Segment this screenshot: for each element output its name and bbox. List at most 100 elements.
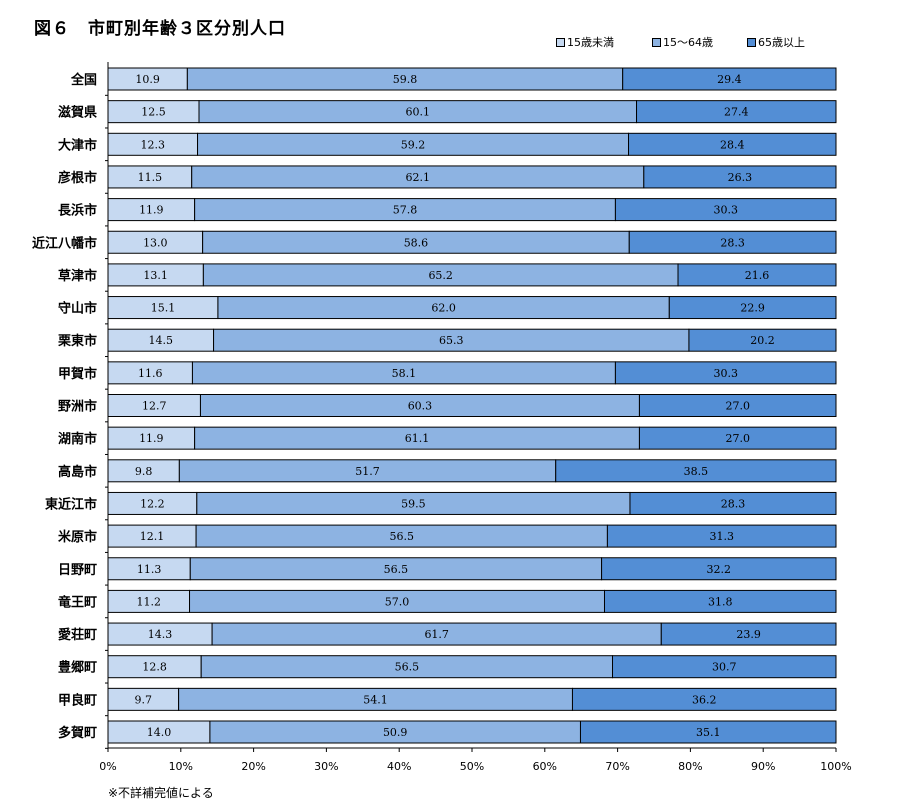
- data-label: 31.3: [709, 530, 734, 543]
- data-label: 11.2: [137, 595, 162, 608]
- category-label: 豊郷町: [58, 660, 97, 676]
- x-tick-label: 20%: [241, 760, 265, 773]
- bar-segment: [638, 394, 837, 417]
- category-label: 日野町: [58, 563, 97, 578]
- bar-segment: [606, 524, 837, 548]
- bar-segment: [636, 100, 837, 124]
- x-tick-label: 100%: [820, 760, 851, 773]
- data-label: 13.1: [143, 269, 168, 282]
- x-tick-label: 90%: [751, 760, 775, 773]
- data-label: 54.1: [363, 693, 388, 706]
- data-label: 12.8: [142, 661, 167, 674]
- x-tick-label: 70%: [605, 760, 629, 773]
- x-tick-label: 10%: [169, 760, 193, 773]
- data-label: 11.3: [137, 563, 162, 576]
- x-tick-label: 50%: [460, 760, 484, 773]
- data-label: 62.0: [431, 302, 456, 315]
- legend-label: 15歳未満: [567, 36, 614, 49]
- data-label: 57.0: [385, 595, 410, 608]
- legend-swatch: [747, 37, 756, 47]
- footnote: ※不詳補完値による: [108, 786, 214, 800]
- data-label: 15.1: [151, 302, 176, 315]
- data-label: 12.7: [142, 400, 167, 413]
- data-label: 62.1: [406, 171, 431, 184]
- bar-segment: [622, 67, 837, 91]
- data-label: 21.6: [745, 269, 770, 282]
- category-label: 湖南市: [58, 431, 97, 447]
- category-label: 甲良町: [58, 692, 97, 708]
- bar-segment: [643, 165, 837, 189]
- data-label: 14.3: [148, 628, 173, 641]
- legend-item-under-15: 15歳未満: [556, 34, 614, 50]
- bar-segment: [638, 426, 837, 450]
- category-label: 草津市: [58, 268, 97, 284]
- category-label: 高島市: [58, 464, 97, 480]
- data-label: 56.5: [395, 661, 420, 674]
- data-label: 31.8: [708, 595, 733, 608]
- data-label: 65.3: [439, 334, 464, 347]
- data-label: 56.5: [389, 530, 414, 543]
- bar-segment: [571, 687, 837, 711]
- bar-segment: [677, 263, 837, 287]
- legend-label: 15～64歳: [663, 36, 713, 49]
- data-label: 22.9: [740, 302, 765, 315]
- data-label: 30.7: [712, 661, 737, 674]
- bar-segment: [614, 361, 837, 385]
- category-label: 全国: [70, 72, 97, 88]
- bar-segment: [668, 296, 837, 320]
- data-label: 13.0: [143, 236, 168, 249]
- data-label: 60.1: [406, 106, 431, 119]
- bar-segment: [614, 198, 837, 222]
- chart-title: 図６ 市町別年齢３区分別人口: [34, 19, 286, 39]
- data-label: 30.3: [713, 367, 738, 380]
- bar-segment: [628, 230, 837, 254]
- data-label: 30.3: [713, 204, 738, 217]
- data-label: 59.5: [401, 497, 426, 510]
- bar-segment: [555, 459, 837, 483]
- legend-item-65-plus: 65歳以上: [747, 34, 805, 50]
- data-label: 61.7: [424, 628, 449, 641]
- data-label: 12.2: [140, 497, 165, 510]
- data-label: 12.5: [141, 106, 166, 119]
- data-label: 11.9: [139, 204, 164, 217]
- legend-item-15-64: 15～64歳: [652, 34, 713, 50]
- data-label: 27.0: [725, 432, 750, 445]
- category-label: 米原市: [58, 529, 97, 545]
- legend-swatch: [556, 37, 565, 47]
- data-label: 26.3: [728, 171, 753, 184]
- bar-segment: [601, 557, 837, 581]
- data-label: 51.7: [355, 465, 380, 478]
- data-label: 28.3: [720, 236, 745, 249]
- data-label: 11.5: [138, 171, 163, 184]
- x-tick-label: 0%: [99, 760, 116, 773]
- data-label: 28.4: [720, 138, 745, 151]
- category-label: 彦根市: [58, 170, 97, 186]
- x-tick-label: 40%: [387, 760, 411, 773]
- bar-segment: [688, 328, 837, 352]
- data-label: 11.6: [138, 367, 163, 380]
- data-label: 27.0: [725, 400, 750, 413]
- data-label: 65.2: [428, 269, 453, 282]
- category-label: 大津市: [58, 137, 97, 153]
- category-label: 多賀町: [58, 725, 97, 741]
- category-label: 守山市: [58, 301, 97, 317]
- data-label: 23.9: [736, 628, 761, 641]
- data-label: 10.9: [135, 73, 160, 86]
- data-label: 61.1: [405, 432, 430, 445]
- data-label: 20.2: [750, 334, 775, 347]
- bar-segment: [579, 720, 837, 744]
- bar-segment: [628, 132, 837, 156]
- category-label: 愛荘町: [58, 627, 97, 643]
- x-tick-label: 30%: [314, 760, 338, 773]
- category-label: 東近江市: [45, 496, 97, 512]
- data-label: 50.9: [383, 726, 408, 739]
- data-label: 11.9: [139, 432, 164, 445]
- legend-swatch: [652, 37, 661, 47]
- data-label: 56.5: [384, 563, 409, 576]
- data-label: 32.2: [707, 563, 732, 576]
- data-label: 59.8: [393, 73, 418, 86]
- data-label: 58.1: [392, 367, 417, 380]
- data-label: 14.0: [147, 726, 172, 739]
- data-label: 27.4: [724, 106, 749, 119]
